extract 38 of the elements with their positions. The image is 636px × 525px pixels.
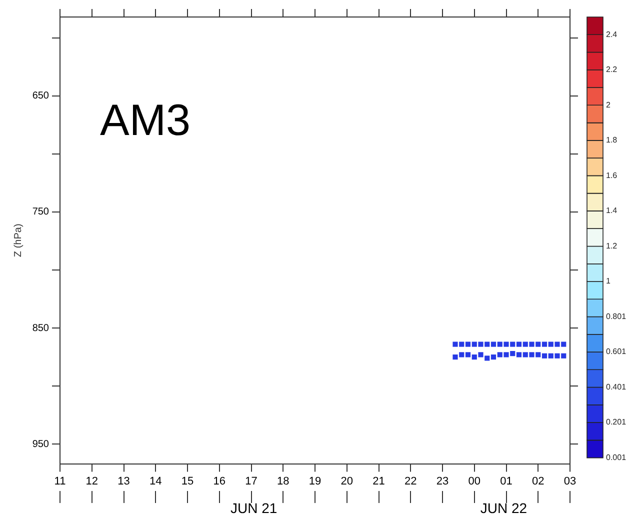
x-tick-label: 03	[564, 475, 576, 488]
x-tick-label: 21	[372, 475, 385, 488]
color-bar-label: 1.8	[606, 136, 618, 145]
y-tick-label: 750	[32, 206, 50, 218]
text: JUN 21	[230, 500, 278, 516]
color-bar-label: 2	[606, 100, 611, 110]
text: AM3	[100, 96, 190, 145]
color-bar-label: 2.2	[606, 65, 618, 74]
x-tick-label: 11	[54, 475, 66, 488]
x-tick-label: 18	[277, 475, 290, 488]
text: JUN 22	[480, 500, 528, 516]
y-tick-label: 950	[32, 438, 50, 450]
color-bar-label: 1.2	[606, 241, 618, 250]
color-bar-label: 0.401	[606, 382, 627, 392]
color-bar-label: 0.601	[606, 347, 627, 356]
x-tick-label: 02	[532, 475, 544, 488]
y-tick-label: 650	[32, 90, 50, 102]
x-tick-label: 17	[245, 475, 258, 488]
x-tick-label: 23	[436, 475, 449, 488]
color-bar-label: 0.001	[606, 452, 627, 462]
x-tick-label: 00	[468, 475, 480, 488]
x-tick-label: 14	[150, 475, 162, 488]
color-bar-label: 1	[606, 276, 611, 286]
x-tick-label: 13	[118, 475, 130, 488]
x-tick-label: 12	[86, 475, 98, 488]
x-tick-label: 16	[213, 475, 226, 488]
x-tick-label: 15	[181, 475, 194, 488]
color-bar-label: 1.4	[606, 206, 618, 216]
x-tick-label: 19	[308, 475, 322, 488]
x-tick-label: 20	[340, 475, 353, 488]
y-axis-title: Z (hPa)	[12, 224, 24, 258]
y-tick-label: 850	[32, 322, 50, 334]
color-bar-label: 0.801	[606, 312, 627, 321]
x-tick-label: 22	[404, 475, 417, 488]
color-bar-label: 0.201	[606, 418, 627, 427]
x-tick-label: 01	[500, 475, 512, 488]
color-bar-label: 1.6	[606, 170, 618, 180]
color-bar-label: 2.4	[606, 30, 618, 39]
